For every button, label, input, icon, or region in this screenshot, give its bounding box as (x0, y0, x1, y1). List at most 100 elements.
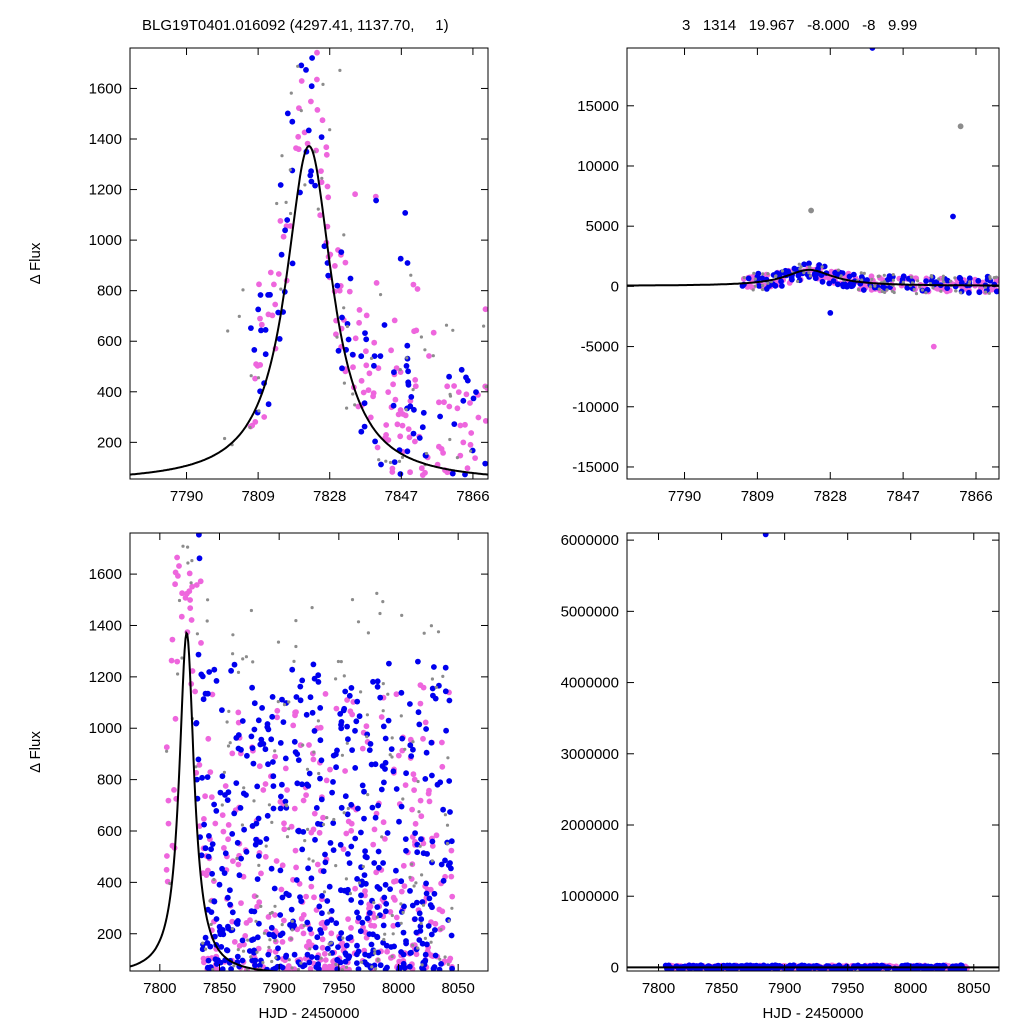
data-point (808, 274, 813, 278)
data-point (195, 756, 202, 763)
data-point (412, 830, 418, 836)
data-point (256, 281, 262, 288)
data-point (263, 836, 270, 842)
data-point (393, 786, 400, 792)
data-point (416, 779, 420, 784)
data-point (378, 611, 382, 616)
data-point (356, 307, 363, 313)
data-point (448, 873, 455, 880)
x-tick-label: 7866 (456, 488, 489, 505)
data-point (315, 679, 322, 685)
data-point (319, 893, 325, 899)
data-point (317, 737, 324, 744)
data-point (294, 644, 298, 649)
data-point (219, 812, 226, 818)
chart-bottom-right: 7800 7850 7900 7950 8000 8050 0 1000000 2000000 3… (561, 532, 1000, 1022)
data-point (322, 691, 329, 697)
data-point (195, 632, 199, 636)
data-point (205, 735, 212, 742)
data-point (384, 964, 390, 971)
data-point (252, 799, 256, 803)
data-point (399, 921, 403, 925)
data-point (241, 949, 246, 953)
data-point (262, 327, 269, 333)
data-point (307, 694, 314, 701)
data-point (306, 827, 310, 832)
data-point (284, 217, 291, 223)
data-point (278, 251, 285, 258)
data-point (249, 374, 253, 378)
data-point (258, 736, 265, 743)
data-point (354, 942, 360, 949)
data-point (255, 306, 262, 313)
data-point (403, 940, 409, 947)
data-point (819, 278, 826, 285)
data-point (398, 803, 405, 810)
data-point (383, 900, 390, 907)
data-point (289, 666, 296, 673)
data-point (366, 747, 373, 753)
data-point (229, 750, 236, 757)
data-point (460, 397, 467, 404)
data-point (291, 922, 297, 929)
data-point (484, 385, 488, 389)
data-point (222, 770, 226, 775)
data-point (276, 640, 281, 644)
data-point (271, 281, 277, 288)
data-point (410, 771, 417, 778)
data-point (347, 275, 354, 282)
data-point (924, 291, 928, 295)
data-point (401, 903, 407, 910)
data-point (345, 916, 351, 922)
data-point (293, 864, 299, 871)
y-tick-label: 10000 (577, 158, 619, 175)
data-point (239, 957, 246, 964)
data-point (402, 836, 409, 842)
data-point (414, 881, 418, 885)
data-point (254, 903, 260, 910)
data-point (482, 306, 488, 313)
plot-area (130, 533, 456, 971)
data-point (400, 455, 405, 459)
data-point (742, 276, 746, 280)
y-tick-label: 1200 (89, 669, 122, 686)
data-point (228, 667, 235, 674)
data-point (176, 672, 180, 676)
data-point (959, 291, 963, 295)
data-point (394, 421, 401, 428)
data-point (348, 685, 355, 691)
data-point (432, 952, 439, 959)
data-point (891, 278, 896, 282)
data-point (802, 271, 806, 275)
data-point (199, 946, 206, 953)
data-point (253, 361, 259, 368)
plot-frame (626, 532, 1000, 972)
data-point (346, 806, 350, 811)
data-point (338, 804, 345, 811)
data-point (401, 797, 405, 801)
y-tick-label: 5000 (586, 218, 619, 235)
data-point (249, 957, 256, 964)
data-point (381, 600, 385, 604)
data-point (346, 860, 353, 866)
data-point (425, 790, 432, 797)
data-point (178, 613, 185, 620)
data-point (212, 877, 216, 882)
data-point (165, 797, 172, 804)
data-point (330, 820, 337, 826)
data-point (450, 906, 454, 910)
data-point (373, 948, 377, 952)
data-point (430, 329, 437, 336)
data-point (761, 284, 765, 288)
data-point (375, 949, 381, 956)
data-point (431, 890, 438, 897)
data-point (327, 766, 333, 773)
data-point (269, 694, 276, 700)
data-point (279, 696, 285, 703)
data-point (423, 749, 430, 756)
data-point (390, 755, 394, 759)
data-point (255, 815, 262, 822)
y-tick-label: 400 (97, 874, 122, 891)
data-point (231, 661, 238, 668)
data-point (370, 678, 376, 685)
